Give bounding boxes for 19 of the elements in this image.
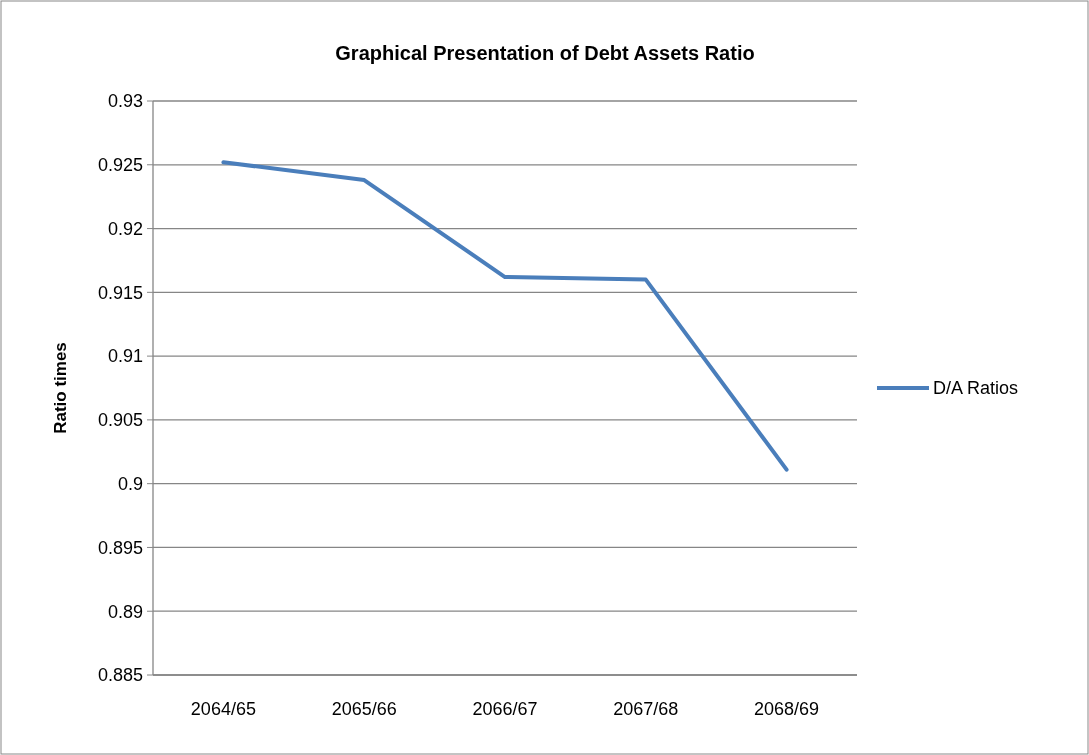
x-tick-label: 2065/66	[331, 699, 397, 719]
y-tick-label: 0.9	[117, 473, 143, 494]
y-tick-label: 0.915	[97, 282, 143, 303]
y-tick-label: 0.92	[107, 218, 143, 239]
y-tick-label: 0.93	[107, 91, 143, 112]
chart-title: Graphical Presentation of Debt Assets Ratio	[335, 42, 755, 64]
y-tick-label: 0.89	[107, 601, 143, 622]
x-tick-label: 2066/67	[472, 699, 538, 719]
y-axis-title: Ratio times	[51, 342, 70, 434]
x-tick-label: 2064/65	[190, 699, 256, 719]
y-tick-label: 0.905	[97, 410, 143, 431]
y-tick-label: 0.925	[97, 155, 143, 176]
y-tick-label: 0.885	[97, 665, 143, 686]
legend-label: D/A Ratios	[933, 378, 1019, 399]
y-tick-label: 0.91	[107, 346, 143, 367]
x-tick-label: 2067/68	[613, 699, 679, 719]
y-tick-label: 0.895	[97, 537, 143, 558]
line-series	[221, 160, 789, 472]
x-tick-label: 2068/69	[754, 699, 820, 719]
